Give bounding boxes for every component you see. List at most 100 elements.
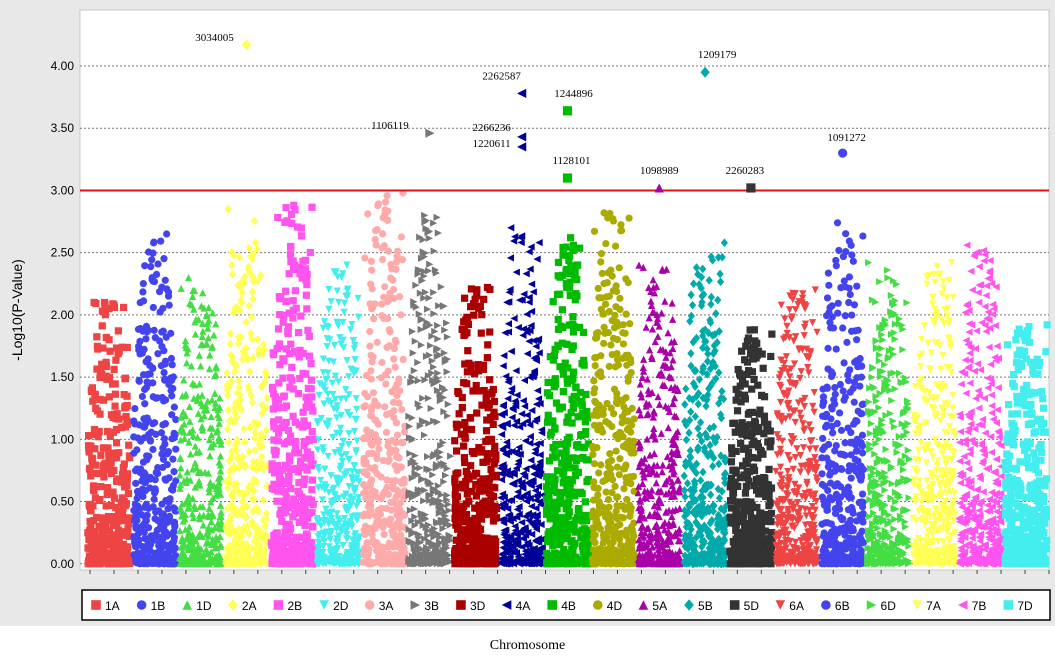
data-point (183, 468, 191, 476)
data-point (142, 335, 150, 343)
data-point (250, 522, 258, 531)
data-point (274, 213, 282, 222)
y-tick-label: 2.00 (51, 308, 75, 322)
data-point (605, 419, 613, 428)
data-point (303, 532, 311, 540)
data-point (158, 342, 166, 351)
data-point (608, 489, 616, 497)
data-point (228, 260, 236, 270)
data-point (594, 284, 602, 293)
data-point (149, 445, 157, 454)
data-point (590, 478, 598, 486)
data-point (459, 552, 467, 560)
data-point (351, 415, 359, 424)
data-point (465, 536, 473, 544)
data-point (204, 324, 212, 332)
data-point (102, 502, 110, 510)
data-point (227, 465, 235, 474)
data-point (238, 507, 246, 517)
data-point (461, 431, 469, 439)
data-point (371, 466, 379, 474)
data-point (335, 447, 344, 455)
data-point (163, 230, 171, 238)
data-point (102, 362, 111, 371)
data-point (607, 341, 615, 349)
data-point (626, 560, 634, 568)
data-point (275, 429, 283, 437)
data-point (256, 463, 264, 472)
data-point (482, 505, 490, 513)
data-point (334, 378, 343, 386)
data-point (229, 269, 237, 279)
data-point (102, 372, 110, 380)
data-point (597, 461, 605, 469)
data-point (452, 447, 461, 455)
data-point (625, 214, 633, 222)
data-point (350, 369, 358, 377)
data-point (355, 478, 363, 486)
data-point (492, 537, 500, 545)
data-point (380, 242, 388, 250)
data-point (348, 473, 357, 481)
data-point (374, 401, 382, 410)
data-point (291, 265, 299, 274)
data-point (352, 541, 360, 549)
data-point (90, 425, 99, 434)
data-point (197, 340, 205, 349)
data-point (574, 413, 582, 421)
data-point (142, 514, 150, 523)
data-point (589, 507, 597, 515)
data-point (187, 450, 195, 458)
data-point (168, 361, 176, 369)
data-point (172, 445, 180, 453)
data-point (168, 411, 176, 419)
data-point (89, 397, 97, 405)
data-point (326, 336, 334, 344)
data-point (295, 479, 303, 487)
data-point (284, 437, 292, 445)
data-point (245, 552, 253, 562)
data-point (253, 276, 262, 286)
data-point (325, 417, 333, 425)
data-point (150, 532, 158, 540)
data-point (141, 400, 149, 408)
data-point (157, 533, 166, 541)
data-point (289, 412, 297, 420)
data-point (397, 311, 405, 319)
data-point (622, 462, 630, 470)
data-point (95, 522, 103, 531)
data-point (109, 533, 117, 541)
data-point (244, 547, 252, 557)
data-point (191, 483, 199, 491)
data-point (133, 494, 141, 503)
data-point (364, 210, 372, 218)
data-point (321, 465, 329, 473)
data-point (602, 240, 610, 248)
data-point (348, 321, 356, 329)
data-point (345, 373, 353, 381)
data-point (487, 437, 495, 445)
data-point (457, 483, 465, 491)
data-point (352, 549, 360, 558)
data-point (274, 325, 283, 333)
data-point (304, 396, 312, 404)
data-point (336, 424, 345, 432)
data-point (130, 433, 138, 441)
data-point (270, 390, 278, 398)
data-point (291, 347, 299, 356)
data-point (224, 483, 232, 493)
data-point (206, 452, 214, 460)
data-point (338, 560, 347, 568)
data-point (86, 464, 94, 472)
series-1D (176, 273, 226, 568)
data-point (203, 310, 211, 319)
data-point (170, 534, 178, 542)
data-point (551, 498, 559, 506)
data-point (339, 270, 347, 278)
data-point (471, 295, 479, 303)
data-point (320, 318, 329, 326)
data-point (182, 498, 190, 506)
data-point (253, 244, 261, 254)
data-point (275, 416, 283, 424)
data-point (231, 306, 239, 315)
